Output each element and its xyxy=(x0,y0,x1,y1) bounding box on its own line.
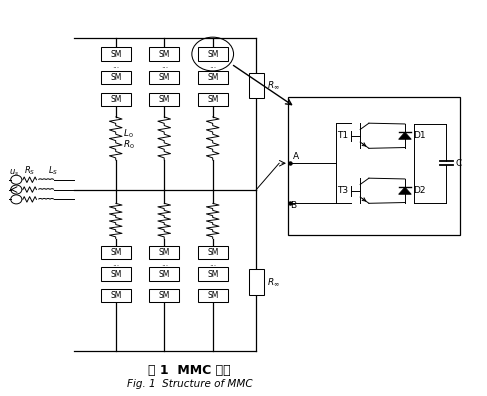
Text: B: B xyxy=(290,202,297,210)
Bar xyxy=(101,246,131,259)
Text: SM: SM xyxy=(207,270,218,278)
Bar xyxy=(288,97,460,235)
Bar xyxy=(248,73,264,98)
Bar xyxy=(149,93,179,106)
Bar xyxy=(149,289,179,302)
Text: SM: SM xyxy=(207,50,218,59)
Text: SM: SM xyxy=(110,50,121,59)
Polygon shape xyxy=(399,132,411,139)
Bar xyxy=(149,71,179,84)
Text: D2: D2 xyxy=(413,186,426,195)
Bar xyxy=(149,48,179,61)
Text: $R_0$: $R_0$ xyxy=(123,139,135,151)
Text: $R_S$: $R_S$ xyxy=(24,164,36,177)
Bar xyxy=(101,48,131,61)
Text: SM: SM xyxy=(110,73,121,82)
Bar xyxy=(248,269,264,295)
Bar xyxy=(198,71,228,84)
Text: SM: SM xyxy=(110,248,121,257)
Bar xyxy=(149,267,179,281)
Bar xyxy=(198,267,228,281)
Text: SM: SM xyxy=(207,248,218,257)
Text: $u_s$: $u_s$ xyxy=(9,167,19,178)
Bar xyxy=(198,246,228,259)
Bar xyxy=(198,289,228,302)
Text: SM: SM xyxy=(159,270,170,278)
Text: $L_S$: $L_S$ xyxy=(48,164,58,177)
Text: ...: ... xyxy=(209,259,216,268)
Text: ...: ... xyxy=(161,61,168,70)
Text: SM: SM xyxy=(207,291,218,300)
Text: SM: SM xyxy=(110,291,121,300)
Text: $L_0$: $L_0$ xyxy=(123,128,133,140)
Text: T1: T1 xyxy=(337,131,348,140)
Text: ...: ... xyxy=(161,259,168,268)
Text: ...: ... xyxy=(209,61,216,70)
Text: $R_\infty$: $R_\infty$ xyxy=(267,276,280,288)
Text: C: C xyxy=(456,159,462,168)
Text: SM: SM xyxy=(110,270,121,278)
Text: SM: SM xyxy=(159,73,170,82)
Text: SM: SM xyxy=(207,73,218,82)
Text: T3: T3 xyxy=(337,186,348,195)
Text: D1: D1 xyxy=(413,131,426,140)
Text: Fig. 1  Structure of MMC: Fig. 1 Structure of MMC xyxy=(127,379,252,389)
Text: SM: SM xyxy=(159,248,170,257)
Bar xyxy=(101,267,131,281)
Bar xyxy=(101,71,131,84)
Polygon shape xyxy=(399,187,411,194)
Text: SM: SM xyxy=(159,291,170,300)
Text: SM: SM xyxy=(110,95,121,104)
Text: $R_\infty$: $R_\infty$ xyxy=(267,80,280,91)
Text: SM: SM xyxy=(159,95,170,104)
Text: A: A xyxy=(293,152,299,160)
Text: ...: ... xyxy=(112,259,119,268)
Text: 图 1  MMC 结构: 图 1 MMC 结构 xyxy=(149,364,231,377)
Bar xyxy=(198,48,228,61)
Text: SM: SM xyxy=(159,50,170,59)
Text: ...: ... xyxy=(112,61,119,70)
Bar xyxy=(149,246,179,259)
Bar xyxy=(101,289,131,302)
Text: SM: SM xyxy=(207,95,218,104)
Bar xyxy=(198,93,228,106)
Bar xyxy=(101,93,131,106)
